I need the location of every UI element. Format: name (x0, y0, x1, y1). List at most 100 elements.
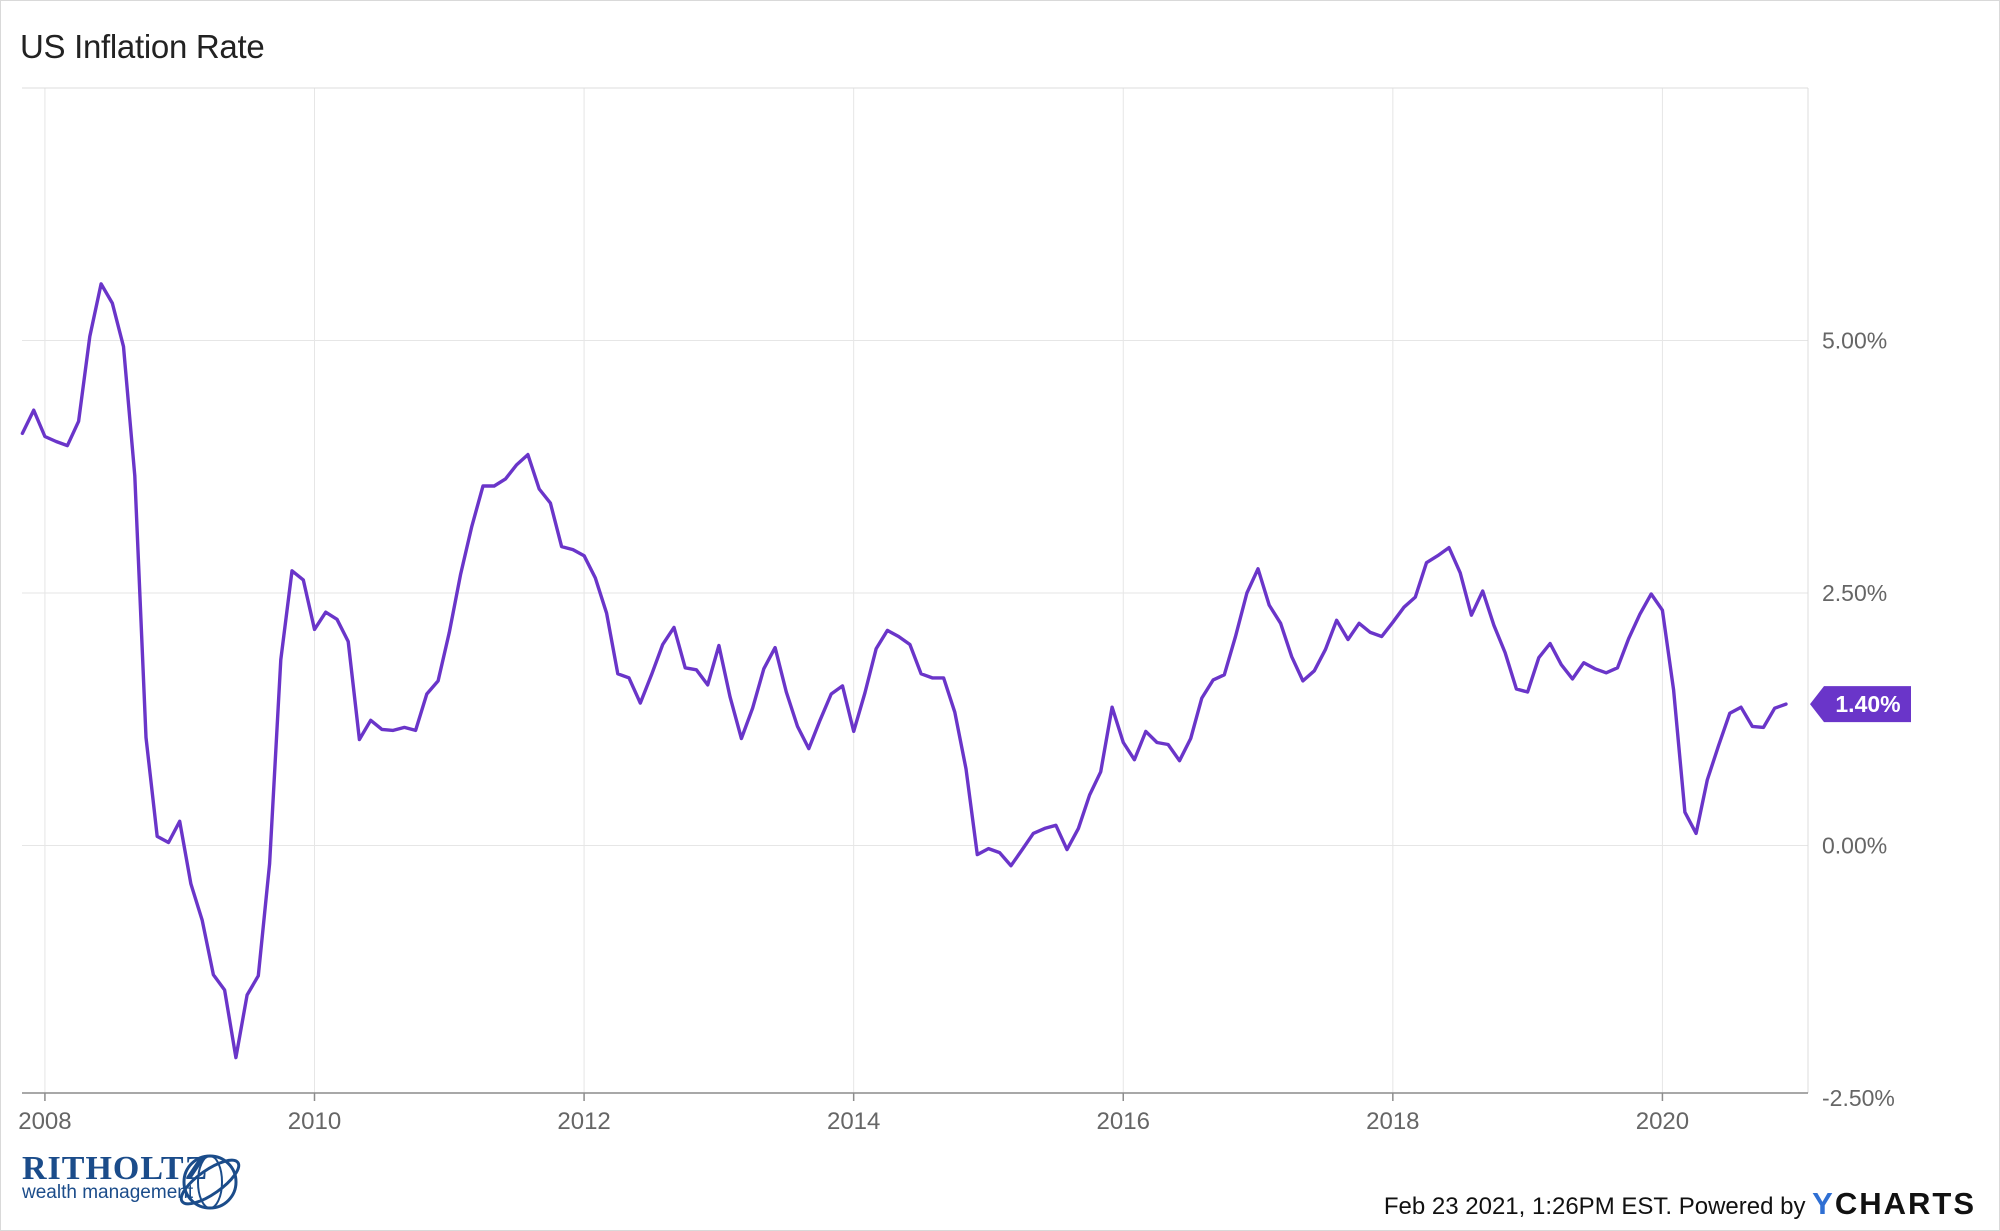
data-point (1493, 625, 1495, 627)
x-tick-label: 2014 (827, 1108, 880, 1135)
data-point (1471, 614, 1473, 616)
series-line (20, 282, 1788, 1060)
data-point (1055, 825, 1057, 827)
data-point (1527, 691, 1529, 693)
series-layer (20, 282, 1788, 1060)
data-point (1201, 697, 1203, 699)
data-point (1650, 593, 1652, 595)
ycharts-logo-y: Y (1812, 1186, 1835, 1221)
data-point (1370, 632, 1372, 634)
data-point (718, 645, 720, 647)
data-point (538, 488, 540, 490)
data-point (1583, 662, 1585, 664)
data-point (887, 630, 889, 632)
data-point (449, 632, 451, 634)
data-point (606, 612, 608, 614)
data-point (1774, 707, 1776, 709)
data-point (404, 727, 406, 729)
data-point (1403, 606, 1405, 608)
data-point (325, 611, 327, 613)
data-point (673, 627, 675, 629)
footer-attribution: Feb 23 2021, 1:26PM EST. Powered by YCHA… (1384, 1186, 1976, 1222)
brand-subtitle: wealth management (22, 1182, 194, 1203)
y-tick-label: -2.50% (1822, 1085, 1895, 1111)
x-axis-ticks: 2008 2010 2012 2014 2016 2018 2020 (18, 1093, 1689, 1135)
last-value-flag (1810, 686, 1911, 723)
data-point (864, 692, 866, 694)
data-point (246, 994, 248, 996)
data-point (1078, 828, 1080, 830)
data-point (235, 1057, 237, 1059)
data-point (1280, 623, 1282, 625)
data-point (1617, 667, 1619, 669)
globe-emblem-icon (179, 1154, 241, 1210)
data-point (729, 696, 731, 698)
data-point (291, 570, 293, 572)
data-point (1190, 738, 1192, 740)
data-point (583, 555, 585, 557)
ritholtz-logo: RITHOLTZ wealth management (22, 1152, 241, 1210)
data-point (1448, 547, 1450, 549)
data-point (1572, 678, 1574, 680)
data-point (156, 836, 158, 838)
data-point (684, 667, 686, 669)
data-point (22, 433, 24, 435)
data-point (280, 659, 282, 661)
data-point (1358, 623, 1360, 625)
data-point (819, 720, 821, 722)
data-point (977, 854, 979, 856)
data-point (527, 454, 529, 456)
grid-lines (22, 88, 1808, 1093)
data-point (1695, 833, 1697, 835)
data-point (347, 641, 349, 643)
x-tick-label: 2018 (1366, 1108, 1419, 1135)
data-point (1145, 731, 1147, 733)
data-point (1089, 794, 1091, 796)
data-point (842, 685, 844, 687)
data-point (920, 673, 922, 675)
data-point (190, 883, 192, 885)
data-point (572, 549, 574, 551)
chart-title: US Inflation Rate (20, 28, 265, 65)
data-point (100, 283, 102, 285)
data-point (1538, 657, 1540, 659)
data-point (752, 707, 754, 709)
data-point (662, 644, 664, 646)
data-point (381, 729, 383, 731)
data-point (1785, 703, 1787, 705)
data-point (797, 726, 799, 728)
data-point (707, 684, 709, 686)
data-point (696, 669, 698, 671)
x-tick-label: 2012 (557, 1108, 610, 1135)
data-point (786, 691, 788, 693)
data-point (224, 989, 226, 991)
data-point (1336, 620, 1338, 622)
data-point (1179, 760, 1181, 762)
ycharts-logo-text: CHARTS (1834, 1186, 1976, 1221)
data-point (168, 842, 170, 844)
data-point (853, 731, 855, 733)
data-point (1459, 572, 1461, 574)
data-point (134, 475, 136, 477)
x-tick-label: 2020 (1636, 1108, 1689, 1135)
powered-by-text: Powered by (1678, 1193, 1806, 1220)
ycharts-logo[interactable]: YCHARTS (1812, 1186, 1976, 1221)
data-point (999, 852, 1001, 854)
data-point (988, 848, 990, 850)
data-point (78, 421, 80, 423)
data-point (44, 436, 46, 438)
data-point (1437, 555, 1439, 557)
data-point (89, 336, 91, 338)
data-point (1235, 636, 1237, 638)
data-point (561, 546, 563, 548)
data-point (965, 768, 967, 770)
data-point (516, 464, 518, 466)
data-point (1381, 636, 1383, 638)
data-point (1268, 604, 1270, 606)
data-point (359, 739, 361, 741)
data-point (1718, 745, 1720, 747)
data-point (213, 974, 215, 976)
data-point (1684, 811, 1686, 813)
data-point (1212, 679, 1214, 681)
data-point (1561, 664, 1563, 666)
